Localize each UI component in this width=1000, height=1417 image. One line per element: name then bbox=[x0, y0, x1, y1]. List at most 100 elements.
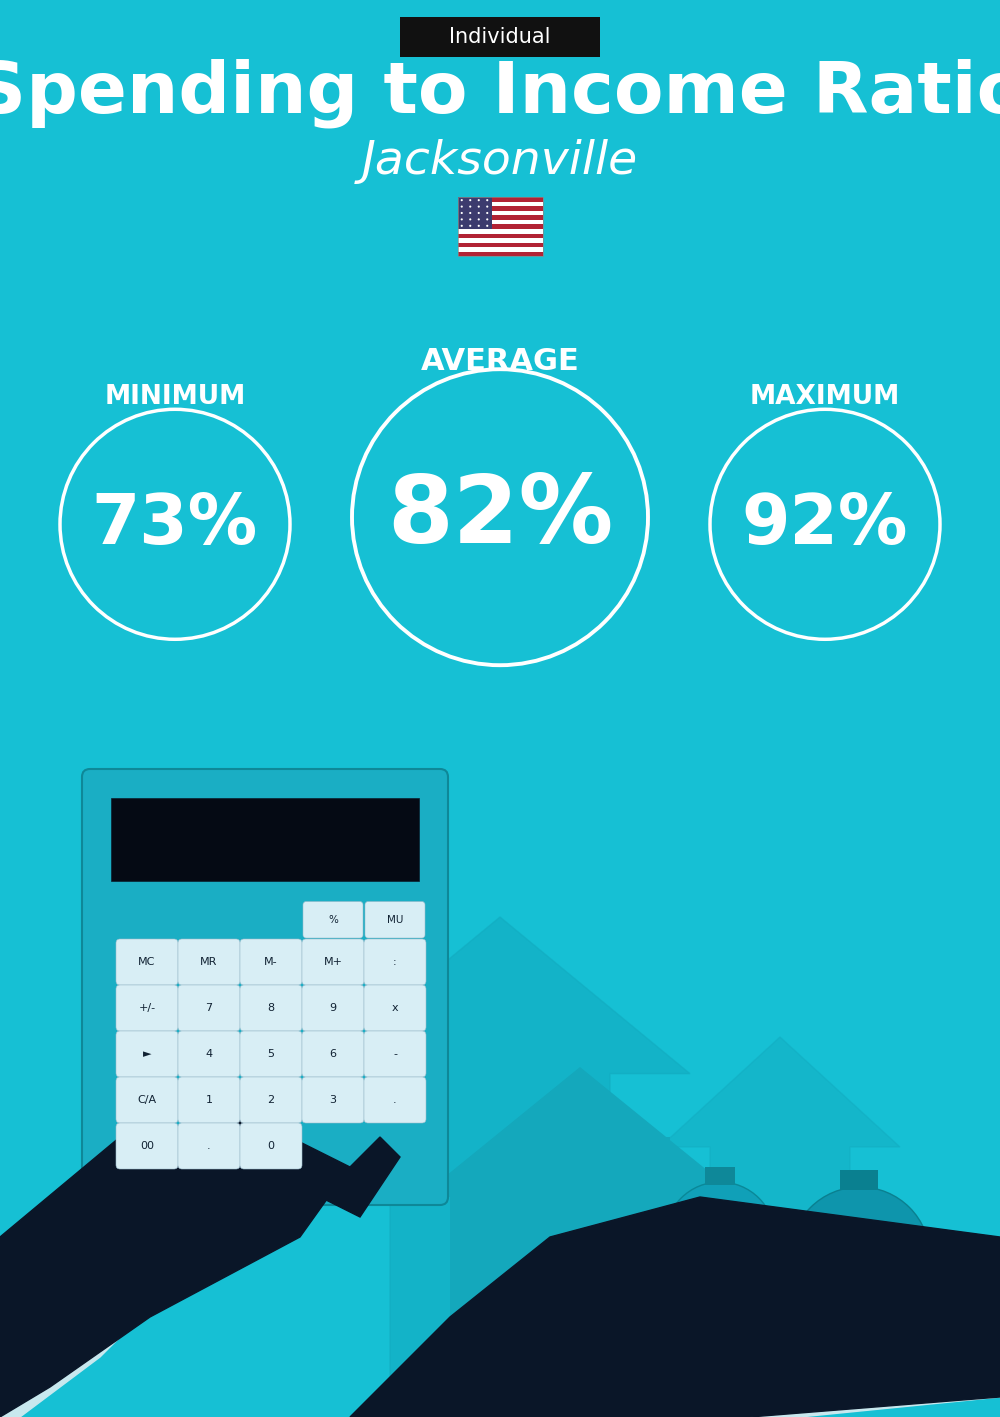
Circle shape bbox=[469, 205, 471, 208]
Text: :: : bbox=[393, 956, 397, 966]
Text: M+: M+ bbox=[323, 956, 342, 966]
Text: 73%: 73% bbox=[92, 490, 258, 558]
Circle shape bbox=[478, 205, 480, 208]
Polygon shape bbox=[310, 917, 690, 1387]
Bar bbox=[458, 230, 542, 234]
FancyBboxPatch shape bbox=[303, 901, 363, 938]
FancyBboxPatch shape bbox=[116, 1077, 178, 1124]
Bar bbox=[458, 224, 542, 230]
Polygon shape bbox=[420, 1067, 740, 1197]
Text: 7: 7 bbox=[205, 1003, 213, 1013]
Circle shape bbox=[469, 225, 471, 227]
FancyBboxPatch shape bbox=[240, 939, 302, 985]
Text: 4: 4 bbox=[205, 1049, 213, 1058]
FancyBboxPatch shape bbox=[364, 985, 426, 1032]
Bar bbox=[458, 238, 542, 242]
Text: %: % bbox=[328, 915, 338, 925]
Bar bbox=[650, 1348, 780, 1365]
Text: -: - bbox=[393, 1049, 397, 1058]
Circle shape bbox=[478, 200, 480, 201]
Text: .: . bbox=[393, 1095, 397, 1105]
Bar bbox=[458, 211, 542, 215]
Circle shape bbox=[790, 1187, 930, 1326]
Bar bbox=[520, 1277, 590, 1387]
FancyBboxPatch shape bbox=[302, 985, 364, 1032]
Text: .: . bbox=[207, 1141, 211, 1151]
Bar bbox=[458, 197, 542, 201]
Bar bbox=[458, 205, 542, 211]
Bar bbox=[705, 1168, 735, 1185]
Bar bbox=[450, 1197, 710, 1387]
Circle shape bbox=[486, 218, 488, 221]
Circle shape bbox=[469, 218, 471, 221]
Circle shape bbox=[461, 213, 463, 214]
Bar bbox=[458, 252, 542, 256]
Circle shape bbox=[461, 218, 463, 221]
Text: MR: MR bbox=[200, 956, 218, 966]
Text: C/A: C/A bbox=[137, 1095, 157, 1105]
FancyBboxPatch shape bbox=[178, 939, 240, 985]
Bar bbox=[458, 248, 542, 252]
FancyBboxPatch shape bbox=[365, 901, 425, 938]
Circle shape bbox=[478, 218, 480, 221]
Text: Jacksonville: Jacksonville bbox=[362, 139, 638, 184]
FancyBboxPatch shape bbox=[240, 1032, 302, 1077]
Bar bbox=[458, 197, 492, 230]
Bar bbox=[630, 1136, 670, 1207]
Bar bbox=[650, 1369, 780, 1387]
Circle shape bbox=[486, 205, 488, 208]
Text: Individual: Individual bbox=[449, 27, 551, 47]
FancyBboxPatch shape bbox=[240, 1124, 302, 1169]
FancyBboxPatch shape bbox=[240, 985, 302, 1032]
Bar bbox=[650, 1325, 780, 1343]
FancyBboxPatch shape bbox=[302, 1077, 364, 1124]
FancyBboxPatch shape bbox=[240, 1077, 302, 1124]
Bar bbox=[458, 220, 542, 224]
Circle shape bbox=[461, 200, 463, 201]
FancyBboxPatch shape bbox=[82, 769, 448, 1204]
Polygon shape bbox=[0, 1237, 180, 1417]
Text: $: $ bbox=[844, 1240, 876, 1284]
Bar bbox=[458, 215, 542, 220]
Text: MAXIMUM: MAXIMUM bbox=[750, 384, 900, 410]
Text: 82%: 82% bbox=[387, 472, 613, 563]
Circle shape bbox=[486, 225, 488, 227]
Text: 8: 8 bbox=[267, 1003, 275, 1013]
Bar bbox=[458, 242, 542, 248]
FancyBboxPatch shape bbox=[364, 1032, 426, 1077]
FancyBboxPatch shape bbox=[178, 1077, 240, 1124]
FancyBboxPatch shape bbox=[364, 939, 426, 985]
Circle shape bbox=[486, 213, 488, 214]
Circle shape bbox=[478, 225, 480, 227]
FancyBboxPatch shape bbox=[116, 985, 178, 1032]
FancyBboxPatch shape bbox=[116, 1032, 178, 1077]
Polygon shape bbox=[350, 1197, 1000, 1417]
Text: 6: 6 bbox=[329, 1049, 336, 1058]
Circle shape bbox=[665, 1182, 775, 1292]
Bar bbox=[650, 1281, 780, 1299]
Text: 0: 0 bbox=[268, 1141, 274, 1151]
Circle shape bbox=[461, 205, 463, 208]
Circle shape bbox=[461, 225, 463, 227]
Text: M-: M- bbox=[264, 956, 278, 966]
Bar bbox=[458, 201, 542, 205]
Text: +/-: +/- bbox=[138, 1003, 156, 1013]
Text: 9: 9 bbox=[329, 1003, 337, 1013]
Text: AVERAGE: AVERAGE bbox=[421, 347, 579, 376]
Text: ►: ► bbox=[143, 1049, 151, 1058]
FancyBboxPatch shape bbox=[364, 1077, 426, 1124]
Polygon shape bbox=[0, 1117, 350, 1417]
FancyBboxPatch shape bbox=[178, 1124, 240, 1169]
Circle shape bbox=[486, 200, 488, 201]
FancyBboxPatch shape bbox=[400, 17, 600, 57]
Text: 5: 5 bbox=[268, 1049, 274, 1058]
Polygon shape bbox=[550, 1277, 1000, 1417]
Circle shape bbox=[478, 213, 480, 214]
Text: $: $ bbox=[706, 1223, 734, 1261]
FancyBboxPatch shape bbox=[116, 1124, 178, 1169]
Text: MC: MC bbox=[138, 956, 156, 966]
FancyBboxPatch shape bbox=[111, 798, 419, 881]
FancyBboxPatch shape bbox=[302, 1032, 364, 1077]
FancyBboxPatch shape bbox=[178, 985, 240, 1032]
Text: 3: 3 bbox=[329, 1095, 336, 1105]
